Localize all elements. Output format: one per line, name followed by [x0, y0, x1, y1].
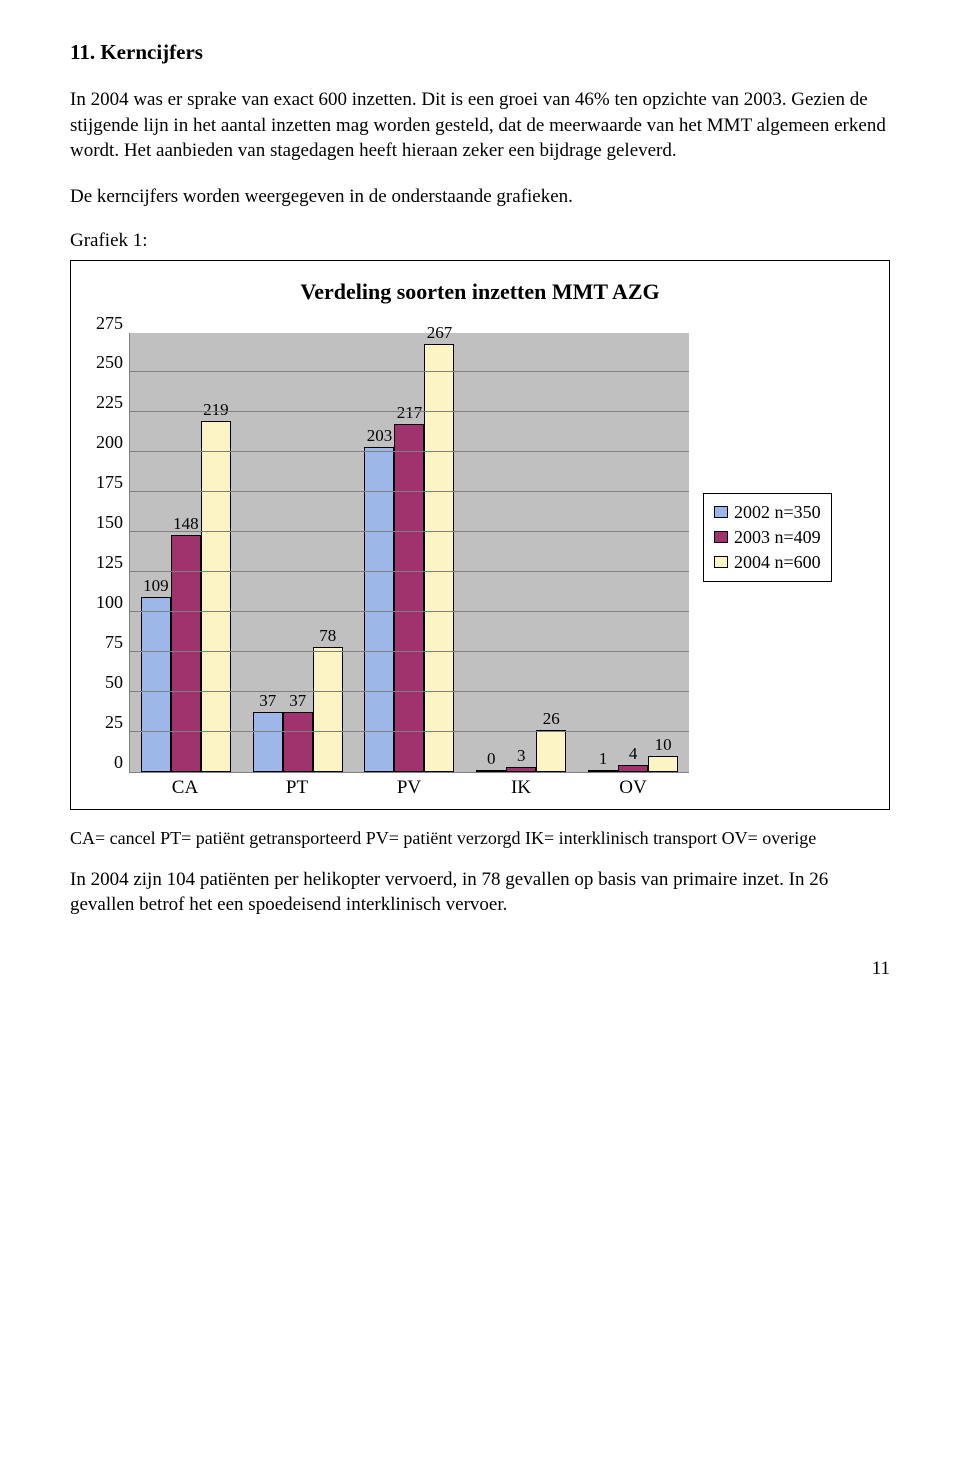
bar-value-label: 26 — [543, 709, 560, 729]
bar-value-label: 203 — [367, 426, 393, 446]
gridline — [130, 571, 689, 572]
gridline — [130, 651, 689, 652]
bar-group: 0326 — [465, 333, 577, 772]
y-axis: 2752502252001751501251007550250 — [83, 333, 129, 773]
bar-value-label: 37 — [259, 691, 276, 711]
bar-value-label: 267 — [427, 323, 453, 343]
bar-value-label: 78 — [319, 626, 336, 646]
bar-value-label: 1 — [599, 749, 608, 769]
legend-swatch — [714, 531, 728, 543]
legend-label: 2004 n=600 — [734, 552, 821, 573]
gridline — [130, 731, 689, 732]
bar: 3 — [506, 767, 536, 772]
bar: 109 — [141, 597, 171, 771]
gridline — [130, 611, 689, 612]
gridline — [130, 411, 689, 412]
bar-group: 109148219 — [130, 333, 242, 772]
gridline — [130, 451, 689, 452]
legend-item: 2002 n=350 — [714, 500, 821, 525]
legend-label: 2003 n=409 — [734, 527, 821, 548]
x-tick-label: PT — [241, 777, 353, 799]
x-tick-label: PV — [353, 777, 465, 799]
bar: 203 — [364, 447, 394, 772]
gridline — [130, 531, 689, 532]
bar: 26 — [536, 730, 566, 772]
bar: 4 — [618, 765, 648, 771]
x-axis-labels: CAPTPVIKOV — [129, 777, 689, 799]
section-title: 11. Kerncijfers — [70, 40, 890, 65]
chart-container: Verdeling soorten inzetten MMT AZG 27525… — [70, 260, 890, 810]
legend-swatch — [714, 506, 728, 518]
bar: 37 — [253, 712, 283, 771]
bar: 267 — [424, 344, 454, 771]
chart-label: Grafiek 1: — [70, 230, 890, 252]
bar-value-label: 4 — [629, 744, 638, 764]
bar-value-label: 3 — [517, 746, 526, 766]
legend-label: 2002 n=350 — [734, 502, 821, 523]
chart-caption: CA= cancel PT= patiënt getransporteerd P… — [70, 828, 890, 849]
bar-value-label: 217 — [397, 403, 423, 423]
x-tick-label: CA — [129, 777, 241, 799]
page-number: 11 — [70, 958, 890, 980]
x-tick-label: IK — [465, 777, 577, 799]
chart-title: Verdeling soorten inzetten MMT AZG — [83, 279, 877, 305]
paragraph-2: De kerncijfers worden weergegeven in de … — [70, 184, 890, 210]
x-tick-label: OV — [577, 777, 689, 799]
legend-item: 2004 n=600 — [714, 550, 821, 575]
gridline — [130, 691, 689, 692]
gridline — [130, 371, 689, 372]
bar: 1 — [588, 770, 618, 772]
legend-swatch — [714, 556, 728, 568]
bar-value-label: 37 — [289, 691, 306, 711]
gridline — [130, 491, 689, 492]
bar: 0 — [476, 770, 506, 772]
paragraph-3: In 2004 zijn 104 patiënten per helikopte… — [70, 867, 890, 918]
bar: 217 — [394, 424, 424, 771]
bar: 37 — [283, 712, 313, 771]
bar: 10 — [648, 756, 678, 772]
bar: 78 — [313, 647, 343, 772]
paragraph-1: In 2004 was er sprake van exact 600 inze… — [70, 87, 890, 164]
bar-group: 1410 — [577, 333, 689, 772]
bar-value-label: 109 — [143, 576, 169, 596]
legend: 2002 n=350 2003 n=409 2004 n=600 — [703, 493, 832, 582]
bar-group: 373778 — [242, 333, 354, 772]
bar-group: 203217267 — [354, 333, 466, 772]
bar: 219 — [201, 421, 231, 771]
bar-value-label: 10 — [655, 735, 672, 755]
legend-item: 2003 n=409 — [714, 525, 821, 550]
bar-value-label: 0 — [487, 749, 496, 769]
plot-area: 10914821937377820321726703261410 — [129, 333, 689, 773]
